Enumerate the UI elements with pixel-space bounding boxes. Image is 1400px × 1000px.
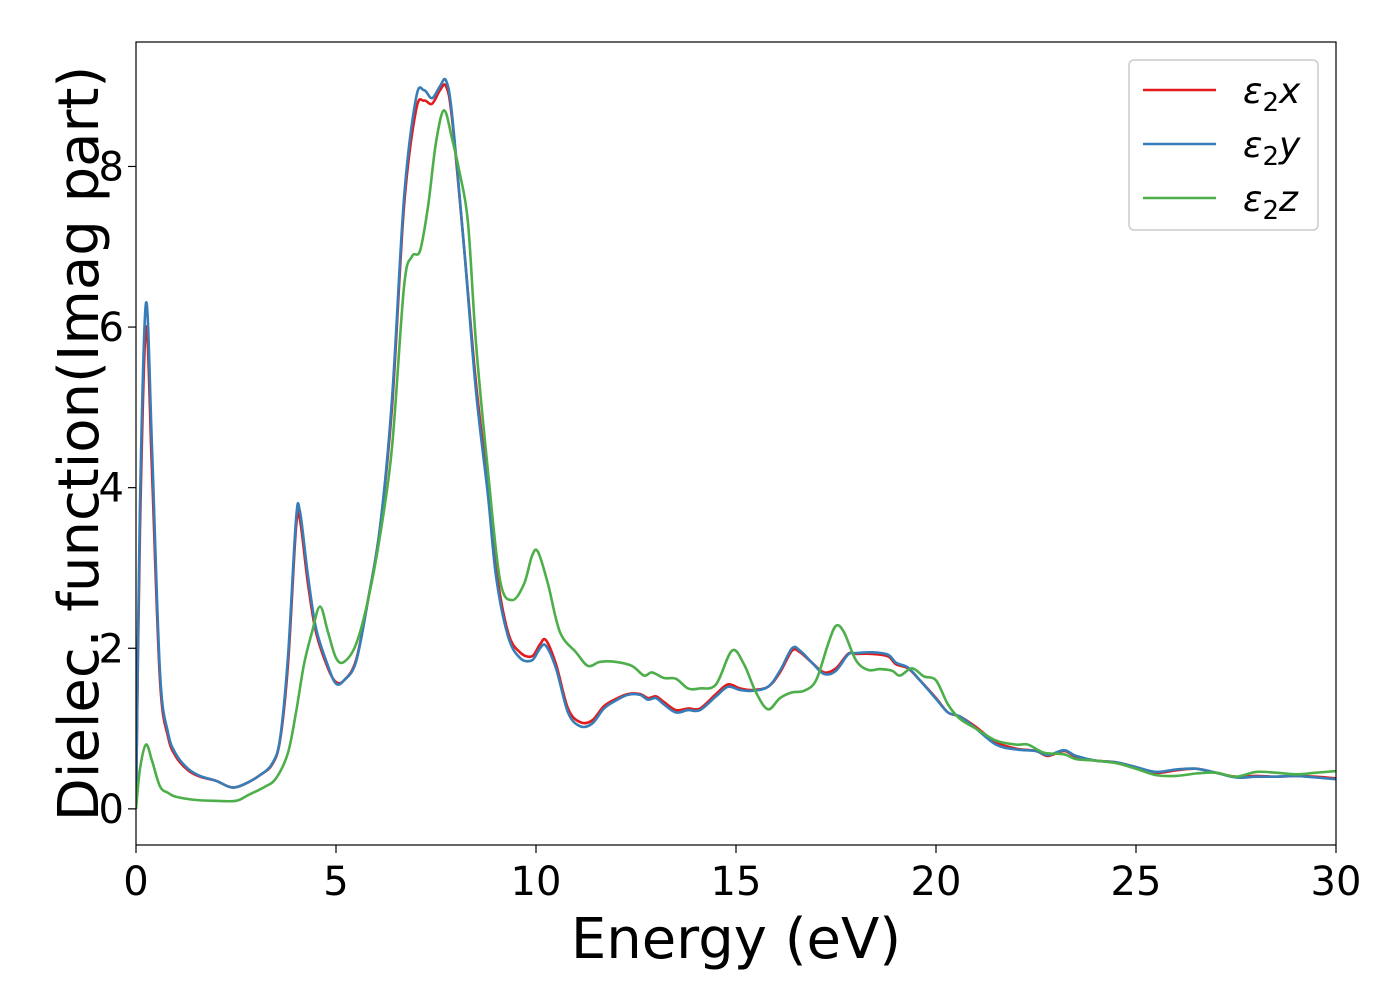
x-tick-label: 20 [911, 859, 962, 905]
x-tick-label: 25 [1111, 859, 1162, 905]
y-tick-label: 2 [99, 626, 124, 672]
y-tick-label: 6 [99, 305, 124, 351]
x-tick-label: 30 [1311, 859, 1362, 905]
y-axis-label: Dielec. function(Imag part) [47, 66, 112, 822]
series-line-y [136, 77, 1336, 809]
series-layer [136, 77, 1336, 810]
legend-label-x: ε2x [1243, 71, 1301, 118]
x-tick-label: 10 [511, 859, 562, 905]
series-line-z [136, 108, 1336, 810]
legend-label-y: ε2y [1243, 125, 1301, 172]
y-tick-label: 4 [99, 466, 124, 512]
x-axis-label: Energy (eV) [571, 907, 901, 972]
y-axis: 0 2 4 6 8 [99, 144, 136, 833]
y-tick-label: 0 [99, 787, 124, 833]
legend: ε2x ε2y ε2z [1128, 59, 1319, 231]
x-axis: 0 5 10 15 20 25 30 [123, 845, 1361, 905]
x-tick-label: 0 [123, 859, 148, 905]
x-tick-label: 15 [711, 859, 762, 905]
y-tick-label: 8 [99, 144, 124, 190]
legend-box [1128, 59, 1319, 231]
legend-label-z: ε2z [1243, 179, 1299, 226]
x-tick-label: 5 [323, 859, 348, 905]
